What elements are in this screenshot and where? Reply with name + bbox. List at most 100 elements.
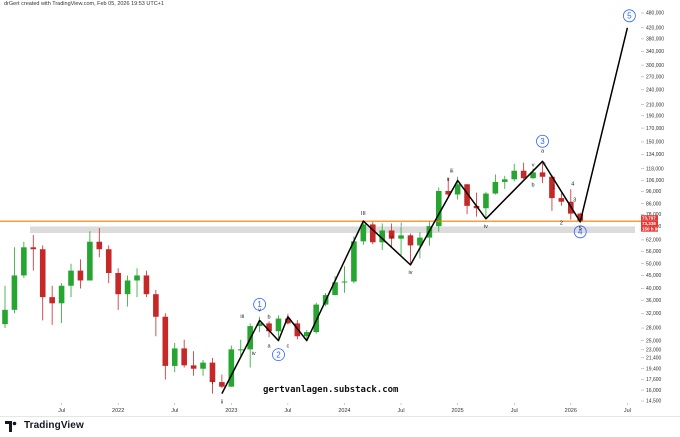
- candle-body: [313, 304, 319, 333]
- candle-body: [577, 213, 584, 222]
- wave-count-layer: [221, 27, 629, 394]
- footer-bar: TradingView: [0, 416, 680, 437]
- y-tick-label: 23,000: [646, 348, 662, 354]
- candle-body: [68, 270, 74, 286]
- x-tick-label: Jul: [398, 408, 405, 414]
- watermark-text: gertvanlagen.substack.com: [263, 385, 399, 395]
- candle-body: [266, 323, 272, 332]
- candle-body: [520, 170, 527, 179]
- candle-body: [49, 297, 55, 304]
- price-label-text: 73,338: [642, 221, 656, 226]
- y-tick-label: 86,000: [646, 201, 662, 207]
- candle-body: [435, 190, 442, 227]
- x-tick-label: 2025: [452, 408, 464, 414]
- candle-body: [87, 241, 93, 281]
- candle-body: [209, 362, 216, 383]
- candle-body: [303, 332, 310, 337]
- wave-label-minor: iii: [240, 314, 244, 320]
- wave-circle-2: [272, 348, 285, 362]
- candle-body: [237, 349, 244, 351]
- candle-body: [388, 230, 395, 239]
- candle-body: [219, 382, 225, 387]
- tradingview-brand: TradingView: [24, 420, 84, 431]
- wave-label-circled: 1: [257, 300, 262, 309]
- y-tick-label: 28,000: [646, 326, 662, 332]
- candle-body: [39, 249, 46, 298]
- y-tick-label: 134,000: [646, 152, 664, 158]
- candle-body: [511, 170, 518, 180]
- wave-circle-5: [622, 9, 636, 23]
- candle-body: [124, 280, 131, 295]
- candle-body: [454, 184, 461, 195]
- candle-body: [332, 282, 338, 296]
- chart-attribution: drGert created with TradingView.com, Feb…: [4, 1, 164, 7]
- candle-body: [105, 249, 112, 274]
- y-tick-label: 210,000: [646, 102, 664, 108]
- y-tick-label: 45,000: [646, 273, 662, 279]
- candle-body: [2, 309, 8, 325]
- y-tick-label: 19,400: [646, 366, 662, 372]
- candle-body: [58, 285, 65, 304]
- y-tick-label: 420,000: [646, 26, 664, 32]
- wave-label-minor: v: [258, 307, 261, 313]
- candle-body: [379, 230, 385, 243]
- y-tick-label: 50,000: [646, 261, 662, 267]
- price-label-bg: [641, 215, 658, 221]
- y-tick-label: 36,000: [646, 298, 662, 304]
- wave-label-minor: 3: [573, 198, 576, 204]
- wave-label-minor: iv: [484, 224, 488, 230]
- wave-label-circled: 3: [540, 137, 545, 146]
- candle-body: [445, 190, 452, 195]
- wave-label-minor: v: [390, 235, 393, 241]
- y-tick-label: 56,000: [646, 249, 662, 255]
- wave-label-minor: c: [543, 162, 546, 168]
- y-tick-label: 270,000: [646, 74, 664, 80]
- wave-label-minor: 4: [571, 181, 574, 187]
- candles-layer: [2, 161, 584, 394]
- y-tick-label: 16,000: [646, 388, 662, 394]
- wave-label-minor: v: [532, 162, 535, 168]
- y-tick-label: 78,000: [646, 212, 662, 218]
- wave-label-minor: iv: [408, 270, 412, 276]
- wave-label-minor: i: [212, 380, 213, 386]
- tradingview-logo-icon: [5, 421, 17, 432]
- candle-body: [407, 235, 414, 246]
- x-axis-layer: Jul 2022 Jul 2023 Jul 2024 Jul 2025 Jul 2026 Jul: [58, 403, 631, 414]
- x-tick-label: 2022: [112, 408, 124, 414]
- wave-label-minor: a: [268, 343, 272, 349]
- y-tick-label: 380,000: [646, 37, 664, 43]
- wave-label-minor: III: [361, 211, 366, 217]
- wave-circle-3: [536, 134, 549, 148]
- candle-body: [285, 318, 291, 324]
- candle-body: [530, 172, 536, 179]
- y-tick-label: 340,000: [646, 49, 664, 55]
- wave-label-minor: 1: [552, 184, 555, 190]
- wave-label-minor: b: [532, 182, 535, 188]
- y-tick-label: 150,000: [646, 140, 664, 146]
- y-tick-label: 96,000: [646, 189, 662, 195]
- price-label-text: 73,797: [642, 215, 656, 220]
- candle-body: [96, 241, 103, 250]
- wave-path: [221, 27, 629, 394]
- y-tick-label: 17,600: [646, 377, 662, 383]
- y-tick-label: 480,000: [646, 11, 664, 17]
- wave-label-minor: ii: [447, 177, 449, 183]
- candle-body: [171, 348, 178, 366]
- x-tick-label: Jul: [624, 408, 631, 414]
- price-chart[interactable]: 480,000420,000380,000340,000300,000270,0…: [0, 0, 680, 416]
- candle-body: [143, 275, 150, 295]
- wave-label-minor: a: [541, 148, 545, 154]
- wave-label-minor: i: [400, 222, 401, 228]
- candle-body: [11, 275, 18, 310]
- wave-circle-4: [573, 225, 587, 239]
- candle-body: [153, 294, 159, 317]
- candle-body: [558, 198, 565, 202]
- candle-body: [351, 241, 357, 282]
- candle-body: [539, 172, 546, 177]
- candle-body: [134, 275, 140, 281]
- candle-body: [483, 193, 489, 209]
- wave-label-circled: 5: [627, 12, 632, 21]
- candle-body: [275, 318, 282, 332]
- candle-body: [360, 224, 367, 242]
